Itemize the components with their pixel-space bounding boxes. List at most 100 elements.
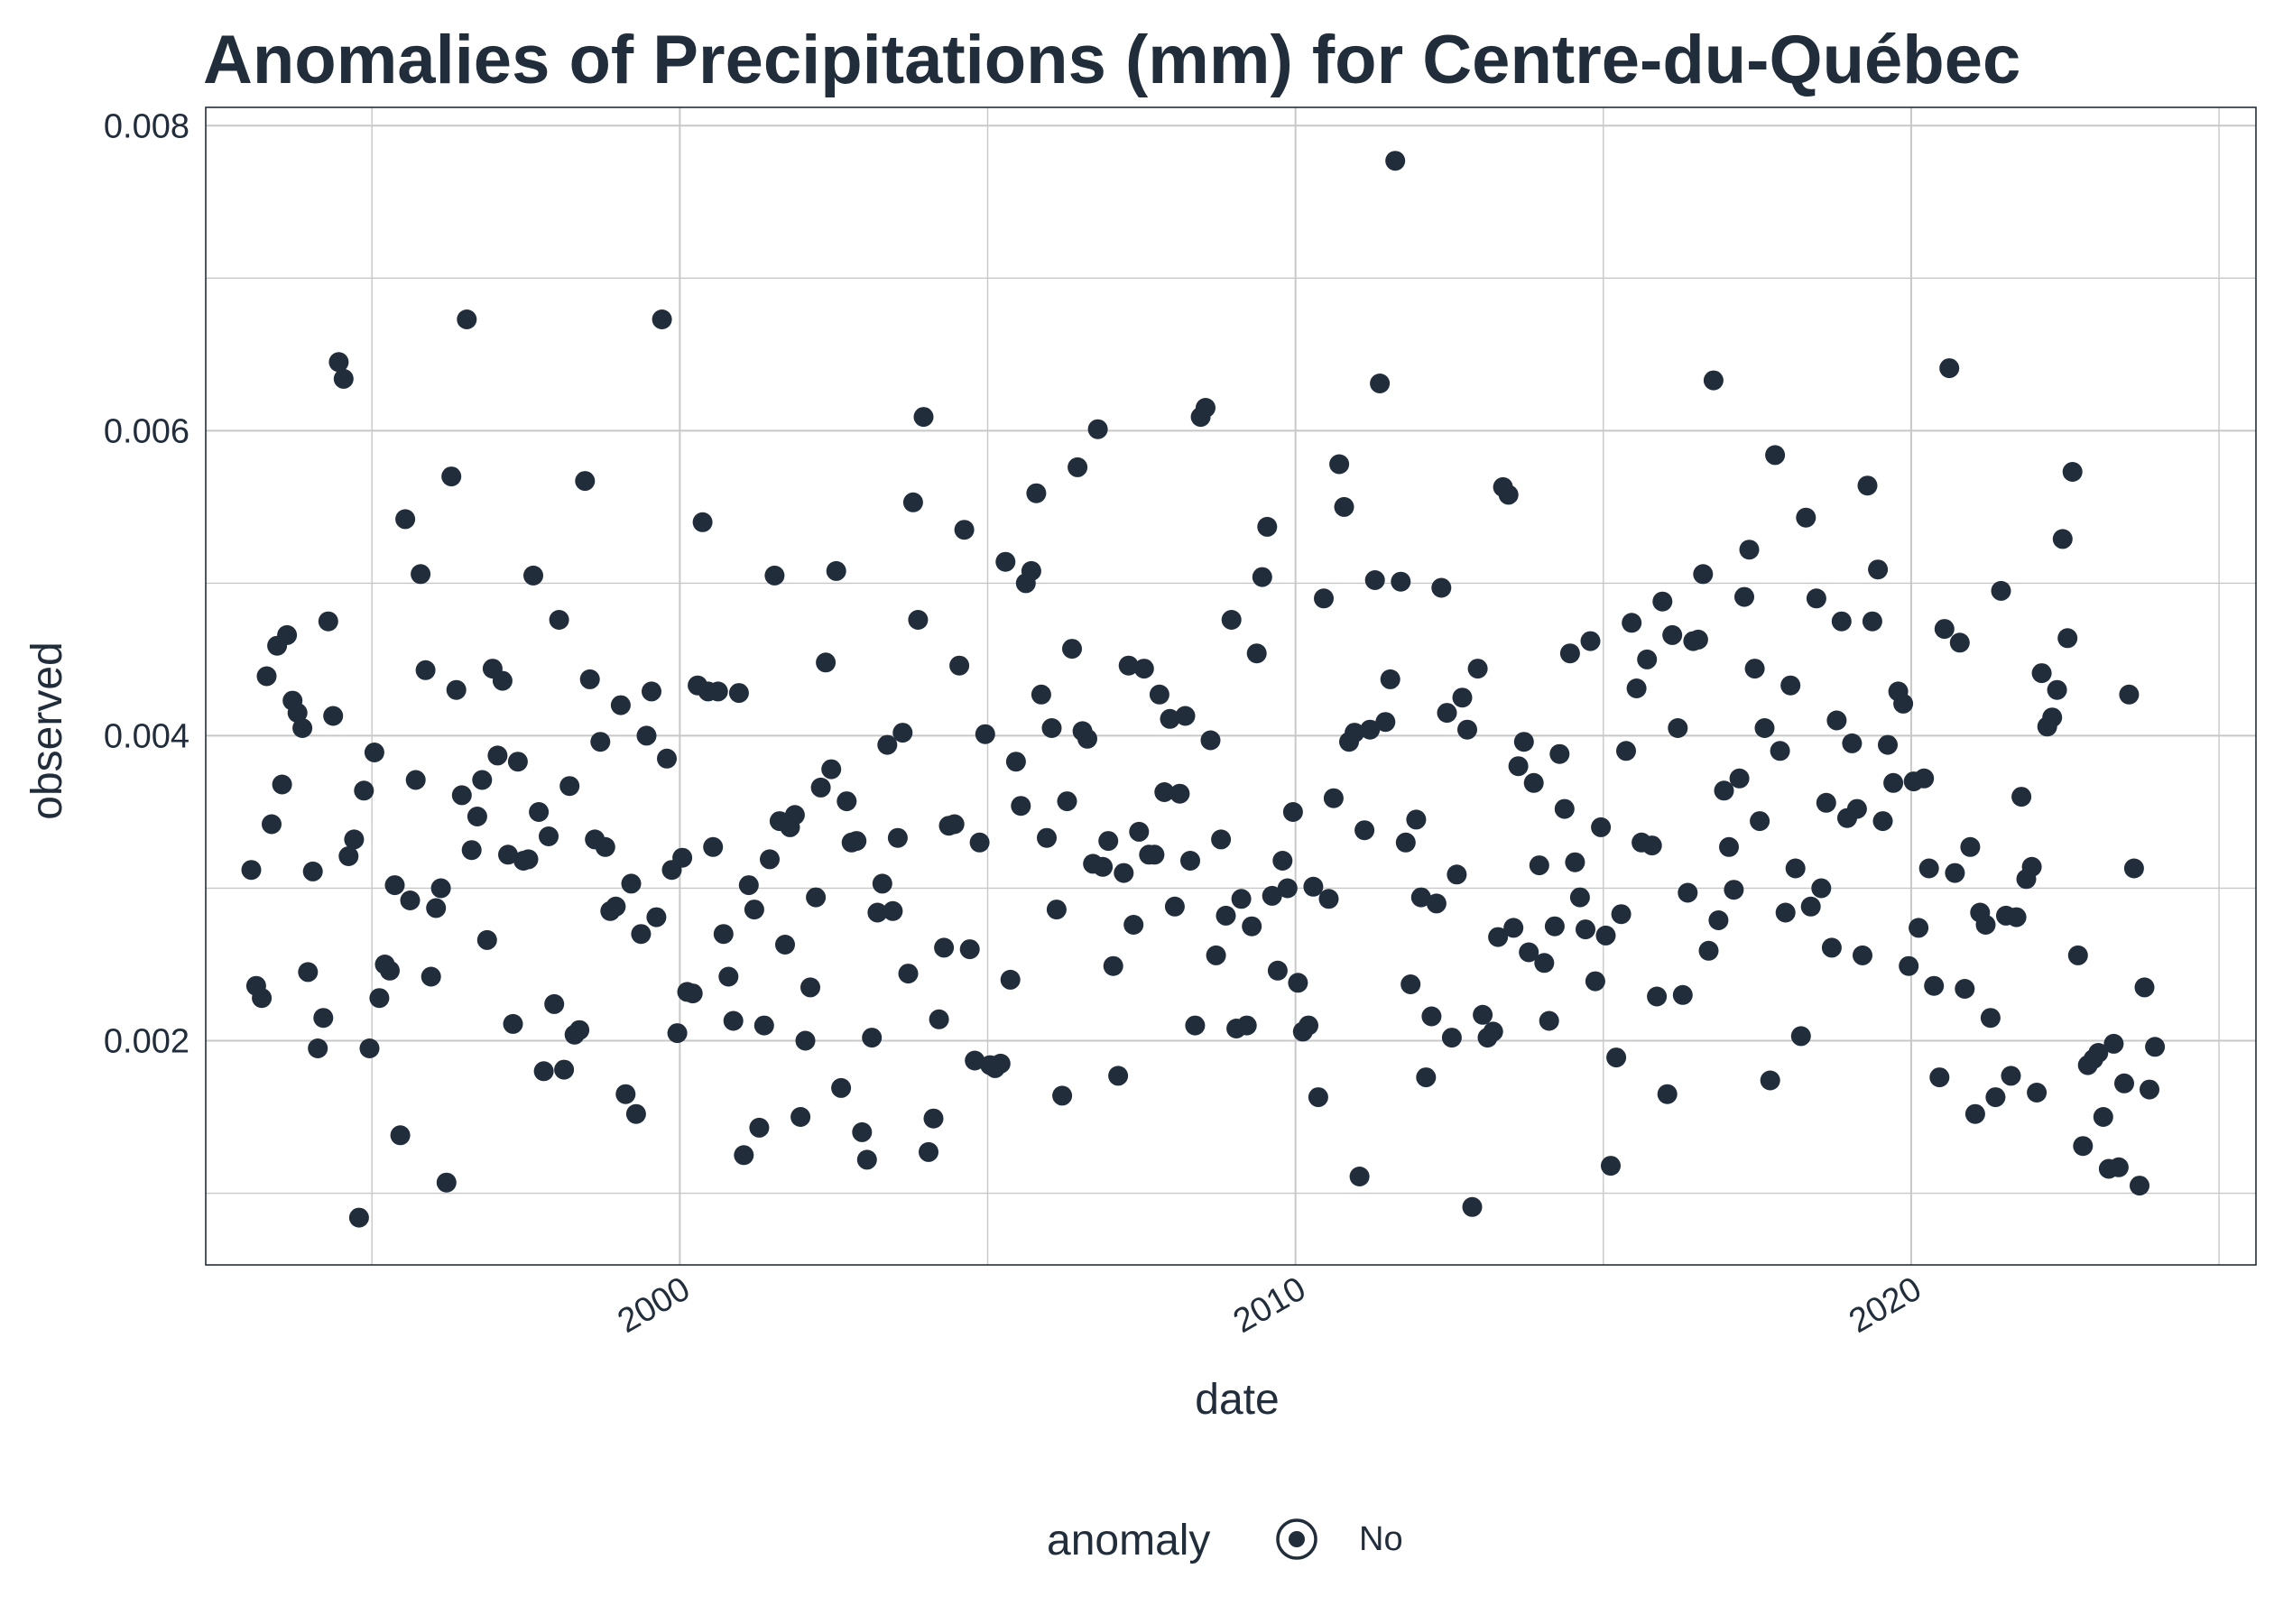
data-point (262, 814, 282, 835)
data-point (344, 829, 365, 850)
data-point (734, 1145, 754, 1166)
data-point (1441, 1028, 1462, 1048)
data-point (784, 805, 805, 826)
x-axis-title: date (1195, 1376, 1279, 1424)
data-point (1949, 632, 1970, 653)
data-point (1370, 374, 1391, 393)
data-point (1211, 829, 1232, 850)
data-point (703, 836, 724, 857)
data-point (995, 551, 1016, 572)
data-point (1400, 974, 1421, 994)
legend-key-dot (1289, 1531, 1305, 1547)
legend-label-no: No (1359, 1520, 1403, 1558)
data-point (328, 352, 349, 373)
data-point (1975, 915, 1996, 935)
data-point (1918, 858, 1939, 879)
data-point (990, 1053, 1011, 1074)
data-point (338, 846, 359, 866)
data-point (2140, 1079, 2159, 1100)
data-point (1354, 820, 1375, 841)
data-point (1816, 792, 1836, 813)
data-point (883, 900, 903, 921)
data-point (292, 718, 313, 738)
data-point (631, 924, 652, 945)
data-point (1523, 772, 1544, 793)
data-point (1754, 718, 1775, 738)
data-point (1467, 659, 1488, 679)
data-point (405, 770, 426, 790)
data-point (1549, 743, 1570, 764)
data-point (1955, 979, 1975, 999)
y-tick-label: 0.004 (104, 717, 190, 755)
data-point (1329, 454, 1350, 475)
data-point (1790, 1026, 1811, 1047)
data-point (1154, 782, 1175, 802)
data-point (1200, 730, 1221, 751)
data-point (256, 666, 277, 687)
data-point (313, 1008, 334, 1029)
data-point (2042, 707, 2063, 728)
data-point (1349, 1167, 1370, 1186)
data-point (837, 791, 857, 812)
data-point (569, 1020, 590, 1040)
data-point (1057, 791, 1077, 812)
data-point (308, 1038, 328, 1058)
data-point (1108, 1066, 1129, 1086)
data-point (411, 564, 431, 585)
data-point (1744, 659, 1765, 679)
data-point (1123, 915, 1144, 935)
data-point (1539, 1010, 1559, 1031)
data-point (1554, 798, 1575, 819)
data-point (1576, 919, 1595, 940)
data-point (1821, 937, 1842, 958)
data-point (1652, 591, 1673, 612)
data-point (795, 1030, 816, 1051)
data-point (1513, 732, 1534, 752)
data-point (579, 669, 600, 689)
data-point (1641, 835, 1662, 856)
data-point (728, 683, 749, 704)
data-point (969, 832, 990, 853)
data-point (1282, 802, 1303, 822)
data-point (1964, 1103, 1985, 1124)
data-point (318, 611, 338, 632)
data-point (2145, 1037, 2166, 1057)
data-point (667, 1023, 688, 1044)
data-point (1196, 398, 1216, 418)
data-point (749, 1117, 770, 1138)
data-point (1703, 370, 1724, 391)
data-point (625, 1103, 646, 1124)
data-point (718, 966, 739, 987)
data-point (1780, 675, 1801, 696)
data-point (1544, 916, 1565, 937)
data-point (1093, 856, 1114, 877)
data-point (1385, 151, 1406, 171)
data-point (1678, 882, 1698, 903)
data-point (1708, 910, 1729, 930)
data-point (2088, 1043, 2109, 1063)
y-tick-label: 0.006 (104, 412, 190, 450)
data-point (2011, 787, 2032, 807)
data-point (2130, 1176, 2149, 1196)
data-point (364, 743, 384, 762)
data-point (1462, 1196, 1483, 1217)
data-point (595, 836, 615, 857)
data-point (1098, 831, 1119, 852)
data-point (302, 861, 323, 881)
data-point (1005, 752, 1026, 772)
data-point (1729, 768, 1750, 789)
data-point (1180, 851, 1200, 871)
data-point (1447, 864, 1467, 885)
data-point (1000, 969, 1021, 990)
data-point (1601, 1156, 1621, 1176)
data-point (764, 565, 785, 586)
data-point (333, 368, 354, 389)
data-point (1622, 613, 1642, 633)
data-point (492, 670, 513, 691)
legend-key-ring (1276, 1518, 1317, 1560)
data-point (1569, 887, 1590, 908)
data-point (252, 988, 273, 1009)
data-point (2031, 663, 2052, 684)
data-point (862, 1028, 883, 1048)
